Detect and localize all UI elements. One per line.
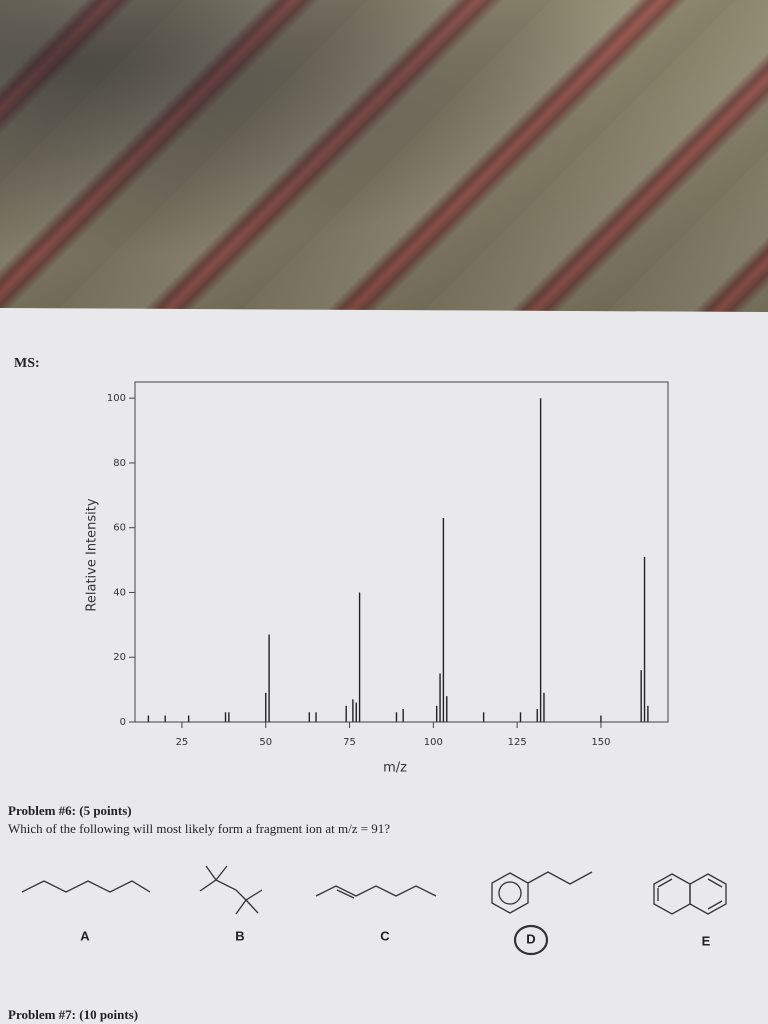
y-tick-label: 0	[120, 717, 126, 728]
aromatic-circle	[498, 881, 522, 905]
bond	[215, 865, 228, 881]
x-tick-label: 25	[176, 737, 189, 748]
x-tick-label: 150	[591, 737, 610, 748]
paper	[0, 308, 768, 1024]
x-tick-label: 75	[343, 737, 356, 748]
molecules	[21, 865, 727, 956]
x-tick-label: 100	[424, 737, 443, 748]
x-tick-label: 125	[508, 737, 527, 748]
fabric-shade	[0, 0, 768, 312]
y-tick-label: 60	[113, 523, 126, 534]
molecule-c	[315, 885, 437, 897]
problem-question: Which of the following will most likely …	[8, 821, 390, 836]
option-label: C	[380, 928, 390, 943]
y-tick-label: 100	[107, 393, 126, 404]
plot-frame	[134, 381, 669, 723]
double-bond	[707, 900, 723, 910]
molecule-a	[21, 880, 151, 893]
ms-label: MS:	[14, 356, 40, 371]
double-bond	[707, 878, 723, 888]
bond	[245, 899, 259, 914]
molecule-d-chain	[527, 871, 593, 885]
y-tick-label: 80	[113, 458, 126, 469]
option-label: B	[235, 928, 244, 943]
x-axis-label: m/z	[383, 761, 407, 776]
problem-title: Problem #7: (10 points)	[8, 1007, 138, 1022]
problem-title: Problem #6: (5 points)	[8, 803, 132, 818]
y-tick-label: 20	[113, 652, 126, 663]
molecule-e-ring	[689, 873, 727, 915]
y-tick-label: 40	[113, 587, 126, 598]
double-bond	[657, 878, 673, 888]
option-label: A	[80, 928, 90, 943]
double-bond	[336, 889, 355, 899]
molecule-b-branch	[205, 865, 217, 881]
x-tick-label: 50	[259, 737, 272, 748]
option-label: E	[702, 933, 711, 948]
y-axis-label: Relative Intensity	[85, 498, 100, 611]
molecule-b	[199, 879, 263, 901]
bond	[235, 899, 247, 915]
option-label: D	[526, 931, 535, 946]
answer-circle	[513, 924, 549, 956]
